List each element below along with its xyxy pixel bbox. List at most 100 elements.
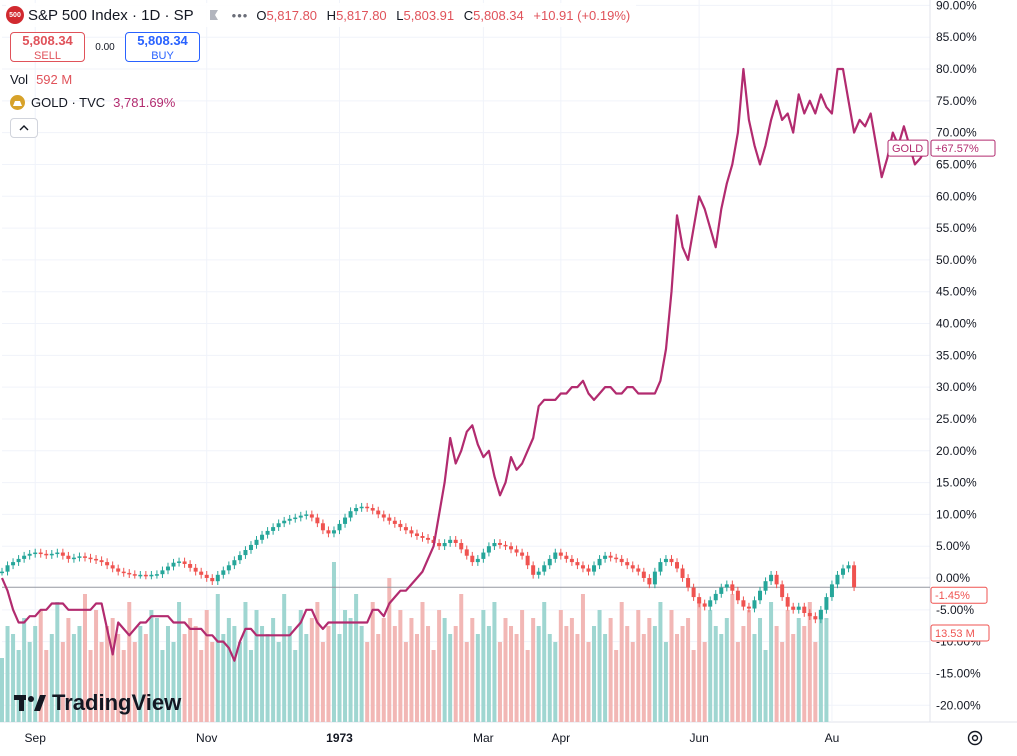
candle-body [497,543,502,545]
candle-body [298,515,303,518]
candle-body [121,571,126,574]
volume-bar [702,642,707,722]
volume-bar [758,618,763,722]
trade-buttons: 5,808.34 SELL 0.00 5,808.34 BUY [10,31,200,63]
candle-body [154,574,159,576]
candle-body [260,534,265,540]
collapse-legend-button[interactable] [10,118,38,138]
candle-body [503,544,508,547]
candle-body [354,508,359,512]
candle-body [293,517,298,520]
compare-legend[interactable]: GOLD · TVC 3,781.69% [10,95,175,110]
candle-body [575,562,580,566]
volume-bar [398,610,403,722]
price-axis[interactable]: 90.00% 85.00% 80.00% 75.00% 70.00% 65.00% 60.0… [936,0,981,712]
candle-body [603,555,608,559]
candle-body [409,530,414,534]
volume-bar [597,610,602,722]
volume-bar [647,618,652,722]
candle-body [780,584,785,598]
volume-value: 592 M [36,72,73,87]
time-axis[interactable]: Sep Nov 1973 Mar Apr Jun Au [25,731,840,745]
volume-bar [348,618,353,722]
candle-body [796,606,801,610]
volume-bar [38,610,43,722]
volume-bar [88,650,93,722]
candle-body [331,530,336,534]
volume-bar [55,602,60,722]
sp500-candles [0,502,857,624]
y-tick-label: 90.00% [936,0,977,12]
candle-body [398,523,403,528]
tradingview-mark-icon [14,695,46,711]
candle-body [160,570,165,575]
candle-body [82,556,87,558]
candle-body [27,553,32,556]
volume-bar [542,602,547,722]
buy-button[interactable]: 5,808.34 BUY [125,32,200,62]
candle-body [724,584,729,588]
y-tick-label: 45.00% [936,285,977,299]
volume-bar [309,618,314,722]
symbol-title[interactable]: S&P 500 Index · 1D · SP [28,6,194,24]
candle-body [210,578,215,582]
candle-body [99,560,104,563]
candle-body [88,557,93,560]
volume-bar [641,634,646,722]
volume-bar [636,610,641,722]
sell-button[interactable]: 5,808.34 SELL [10,32,85,62]
volume-bar [215,594,220,722]
more-dots-icon[interactable]: ••• [231,7,249,23]
volume-bar [226,618,231,722]
volume-bar [331,562,336,722]
candle-body [149,574,154,577]
candle-body [829,584,834,598]
candle-body [846,565,851,569]
flag-icon[interactable] [208,9,220,21]
tradingview-logo[interactable]: TradingView [14,690,181,716]
volume-bar [669,610,674,722]
candle-body [525,555,530,566]
candle-body [558,552,563,556]
volume-bar [343,610,348,722]
y-tick-label: 5.00% [936,539,970,553]
volume-bar [686,618,691,722]
volume-bar [71,634,76,722]
candle-body [414,533,419,537]
x-tick-label: Mar [473,731,494,745]
volume-bars [0,562,829,722]
candle-body [348,511,353,518]
volume-bar [520,610,525,722]
volume-bar [791,634,796,722]
volume-bar [625,626,630,722]
candle-body [547,558,552,566]
candle-body [132,574,137,576]
settings-gear-icon[interactable] [966,729,984,747]
volume-bar [796,618,801,722]
candle-body [758,590,763,601]
candle-body [359,506,364,509]
volume-bar [16,650,21,722]
volume-bar [11,634,16,722]
volume-bar [165,626,170,722]
volume-bar [663,642,668,722]
candle-body [841,568,846,575]
candle-body [520,552,525,556]
volume-bar [33,626,38,722]
candle-body [608,555,613,558]
volume-bar [575,634,580,722]
candle-body [475,558,480,563]
y-tick-label: -15.00% [936,666,981,680]
candle-body [221,570,226,575]
ohlc-values: O5,817.80 H5,817.80 L5,803.91 C5,808.34 … [256,8,636,23]
candle-body [448,539,453,544]
y-tick-label: 0.00% [936,571,970,585]
candle-body [630,565,635,569]
candle-body [697,597,702,604]
sp-value-badge [930,586,988,604]
x-tick-label: Apr [551,731,570,745]
volume-bar [785,610,790,722]
volume-legend[interactable]: Vol 592 M [10,72,72,87]
volume-bar [564,626,569,722]
